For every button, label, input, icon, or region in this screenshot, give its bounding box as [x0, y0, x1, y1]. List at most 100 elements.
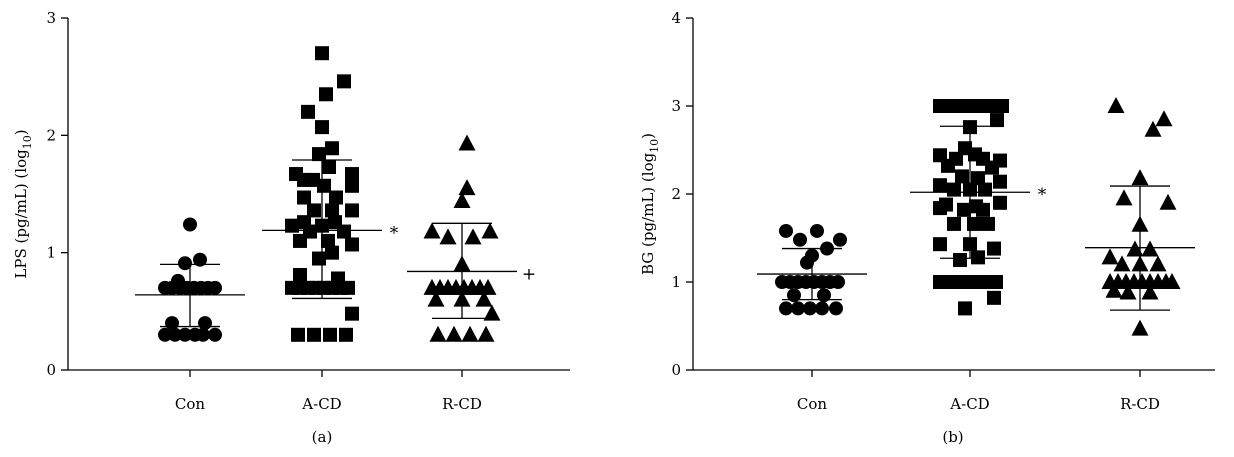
- data-point-square: [933, 201, 947, 216]
- data-point-triangle: [481, 222, 499, 239]
- data-point-triangle: [461, 325, 479, 342]
- y-axis-title: BG (pg/mL) (log10): [639, 133, 661, 275]
- data-point-circle: [168, 327, 182, 342]
- data-point-triangle: [439, 228, 457, 245]
- y-tick-label: 3: [671, 97, 681, 115]
- data-point-circle: [793, 232, 807, 247]
- data-point-circle: [829, 301, 843, 316]
- data-point-square: [285, 218, 299, 233]
- data-point-square: [958, 301, 972, 316]
- data-point-triangle: [1126, 240, 1144, 257]
- data-point-circle: [171, 273, 185, 288]
- data-point-circle: [779, 301, 793, 316]
- group-con: [757, 223, 867, 316]
- data-point-triangle: [475, 290, 493, 307]
- data-point-square: [953, 253, 967, 267]
- data-point-triangle: [1131, 319, 1149, 336]
- y-tick-label: 2: [671, 185, 681, 203]
- x-tick-label-r-cd: R-CD: [442, 395, 482, 413]
- x-tick-label-con: Con: [797, 395, 828, 413]
- data-point-circle: [833, 232, 847, 247]
- y-tick-label: 2: [46, 126, 56, 144]
- y-tick-label: 4: [671, 9, 681, 27]
- data-point-triangle: [1119, 283, 1137, 300]
- y-axis-title-close: ): [639, 133, 657, 139]
- data-point-square: [989, 275, 1003, 289]
- x-tick-label-a-cd: A-CD: [301, 395, 341, 413]
- data-point-triangle: [1113, 255, 1131, 272]
- x-tick-label-con: Con: [175, 395, 206, 413]
- data-point-triangle: [453, 192, 471, 209]
- data-point-square: [315, 120, 329, 135]
- data-point-circle: [787, 288, 801, 303]
- data-point-square: [293, 233, 307, 248]
- data-point-triangle: [479, 278, 497, 295]
- data-point-square: [993, 195, 1007, 210]
- data-point-triangle: [1101, 248, 1119, 265]
- data-point-circle: [817, 288, 831, 303]
- data-point-square: [345, 167, 359, 182]
- data-point-triangle: [427, 290, 445, 307]
- y-axis-title-subscript: 10: [21, 135, 34, 149]
- data-point-triangle: [464, 228, 482, 245]
- data-point-triangle: [1105, 281, 1123, 298]
- y-axis-title-close: ): [12, 129, 30, 135]
- data-point-square: [967, 216, 981, 231]
- y-tick-label: 3: [46, 9, 56, 27]
- data-point-circle: [198, 316, 212, 331]
- data-point-square: [985, 160, 999, 175]
- y-axis-title-main: BG (pg/mL) (log: [639, 152, 657, 275]
- group-a-cd: *: [262, 46, 399, 342]
- data-point-square: [341, 280, 355, 295]
- data-point-square: [291, 327, 305, 342]
- data-point-square: [990, 113, 1004, 128]
- data-point-square: [319, 87, 333, 102]
- data-point-square: [301, 104, 315, 119]
- data-point-square: [325, 245, 339, 260]
- data-point-square: [306, 172, 320, 187]
- data-point-square: [337, 74, 351, 89]
- data-point-square: [933, 178, 947, 193]
- data-point-circle: [196, 327, 210, 342]
- group-r-cd: [1085, 97, 1195, 336]
- data-point-square: [995, 99, 1009, 113]
- data-point-circle: [803, 301, 817, 316]
- data-point-circle: [193, 252, 207, 267]
- data-point-square: [987, 241, 1001, 256]
- data-point-square: [307, 203, 321, 218]
- data-point-square: [957, 202, 971, 217]
- data-point-triangle: [1141, 240, 1159, 257]
- data-point-square: [955, 169, 969, 184]
- data-point-circle: [779, 223, 793, 238]
- data-point-square: [345, 237, 359, 252]
- data-point-circle: [165, 316, 179, 331]
- significance-annotation: *: [1038, 185, 1047, 205]
- data-point-triangle: [1141, 283, 1159, 300]
- data-point-circle: [178, 256, 192, 271]
- x-tick-label-r-cd: R-CD: [1120, 395, 1160, 413]
- panel-label: (b): [942, 428, 963, 446]
- data-point-square: [933, 237, 947, 252]
- data-point-square: [329, 190, 343, 205]
- data-point-square: [976, 202, 990, 217]
- data-point-square: [947, 182, 961, 197]
- data-point-square: [339, 327, 353, 342]
- panel-label: (a): [312, 428, 333, 446]
- data-point-square: [323, 327, 337, 342]
- data-point-square: [941, 158, 955, 173]
- y-tick-label: 0: [46, 361, 56, 379]
- data-point-triangle: [1115, 189, 1133, 206]
- data-point-triangle: [445, 325, 463, 342]
- data-point-circle: [815, 301, 829, 316]
- data-point-circle: [810, 223, 824, 238]
- data-point-square: [325, 141, 339, 156]
- panel-a: 0 1 2 3 LPS (pg/mL) (log10) Con A-CD R-CD * + (a): [12, 9, 570, 446]
- data-point-square: [322, 160, 336, 175]
- data-point-square: [315, 46, 329, 61]
- data-point-triangle: [1107, 97, 1125, 113]
- data-point-square: [971, 171, 985, 186]
- data-point-triangle: [1155, 110, 1173, 127]
- data-point-circle: [178, 327, 192, 342]
- data-point-circle: [208, 280, 222, 295]
